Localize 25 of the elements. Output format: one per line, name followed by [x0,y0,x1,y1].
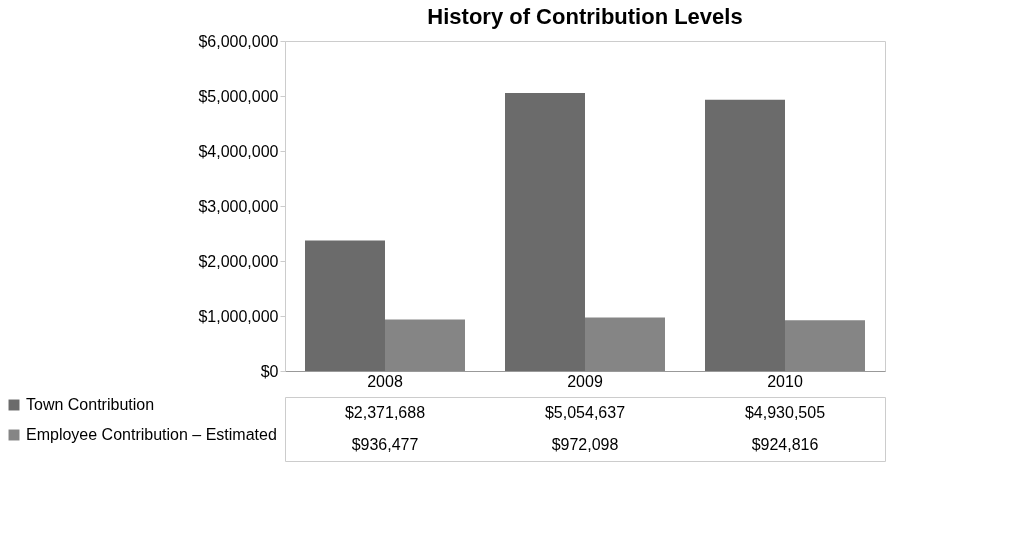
y-tick-label: $6,000,000 [198,32,279,50]
bar [705,99,785,371]
y-tick-label: $5,000,000 [198,87,279,105]
bar [585,317,665,371]
text: $2,371,688 [344,404,426,421]
text: $5,054,637 [544,404,626,421]
y-tick-label: $0 [260,362,279,380]
x-tick-label: 2010 [767,372,803,390]
text: $936,477 [351,436,419,453]
y-tick-label: $1,000,000 [198,307,279,325]
y-tick-label: $3,000,000 [198,197,279,215]
text: $972,098 [551,436,619,453]
legend-label: Employee Contribution – Estimated [26,426,277,443]
bar [505,92,585,371]
x-tick-label: 2009 [567,372,603,390]
legend-label: Town Contribution [26,396,155,413]
y-tick-label: $2,000,000 [198,252,279,270]
text: $4,930,505 [744,404,826,421]
bar [785,320,865,371]
bar [385,319,465,371]
bar [305,240,385,371]
text: $924,816 [751,436,819,453]
chart-title: History of Contribution Levels [427,4,743,29]
x-tick-label: 2008 [367,372,403,390]
y-tick-label: $4,000,000 [198,142,279,160]
